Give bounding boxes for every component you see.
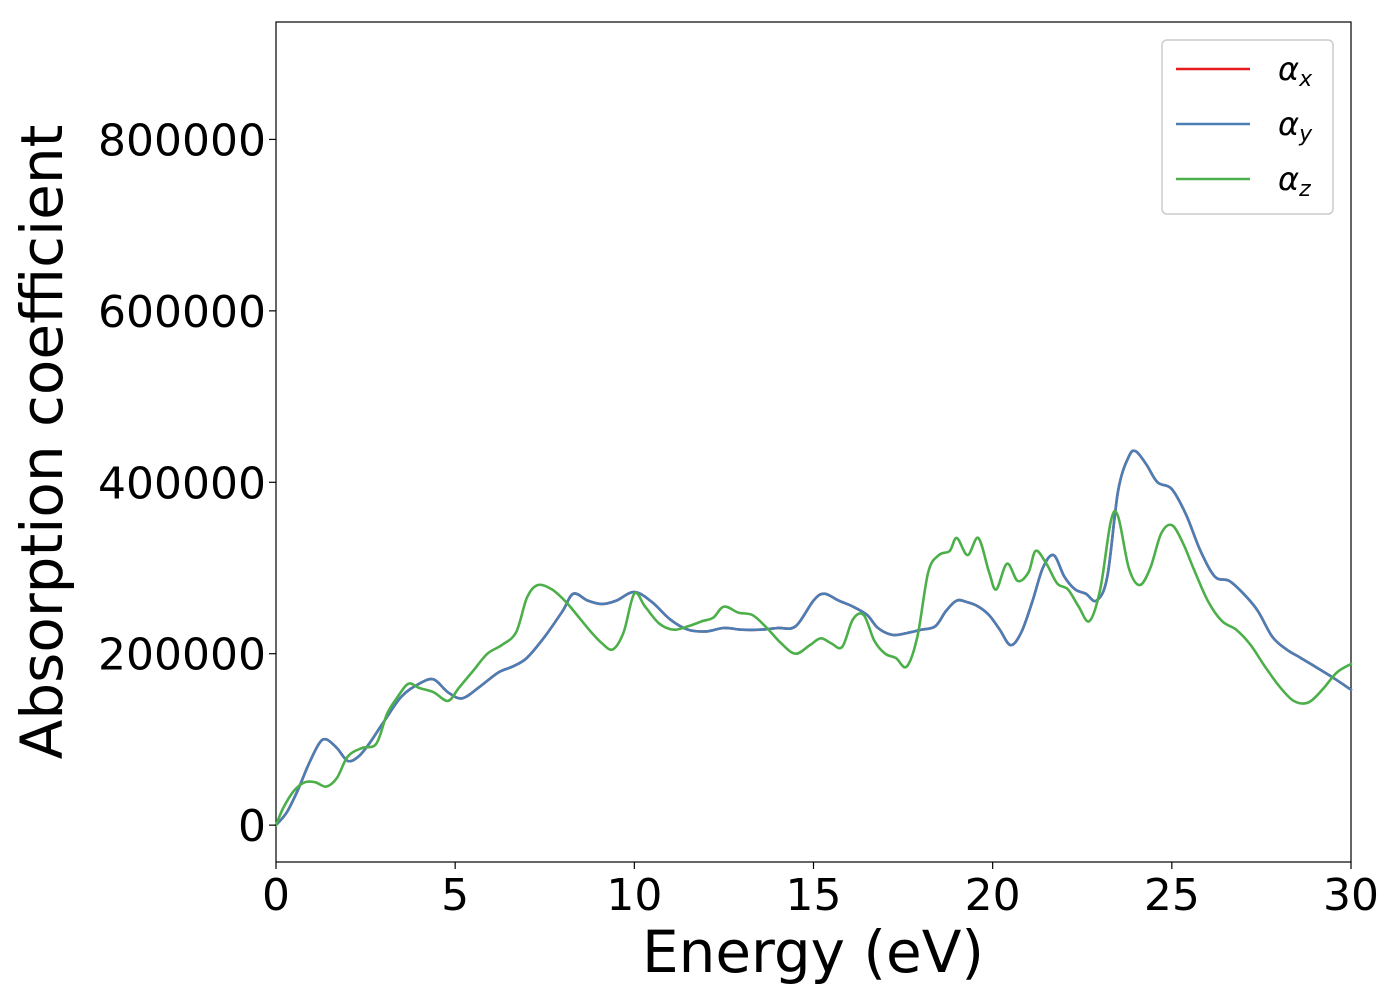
legend-label-z: αz [1278, 160, 1311, 202]
y-tick-label: 0 [238, 801, 266, 852]
x-axis-title: Energy (eV) [642, 918, 984, 986]
y-tick-label: 600000 [98, 287, 266, 338]
series-layer [274, 449, 1353, 827]
x-tick-label: 25 [1144, 870, 1200, 921]
y-tick-label: 800000 [98, 115, 266, 166]
x-tick-label: 30 [1323, 870, 1379, 921]
x-tick-label: 10 [606, 870, 662, 921]
series-line-y [274, 449, 1353, 827]
y-tick-label: 200000 [98, 630, 266, 681]
legend: αx αy αz [1161, 39, 1334, 215]
legend-box [1161, 39, 1334, 215]
x-tick-label: 15 [786, 870, 842, 921]
series-line-z [274, 509, 1353, 827]
y-axis: 0 200000 400000 600000 800000 [98, 115, 276, 852]
x-axis: 0 5 10 15 20 25 30 [262, 862, 1379, 921]
series-line-x [274, 449, 1353, 827]
legend-entries: αx αy αz [1176, 50, 1313, 202]
y-tick-label: 400000 [98, 458, 266, 509]
legend-label-x: αx [1278, 50, 1313, 92]
x-tick-label: 20 [965, 870, 1021, 921]
legend-label-y: αy [1278, 105, 1313, 147]
y-axis-title: Absorption coefficient [8, 125, 76, 760]
x-tick-label: 0 [262, 870, 290, 921]
x-tick-label: 5 [441, 870, 469, 921]
